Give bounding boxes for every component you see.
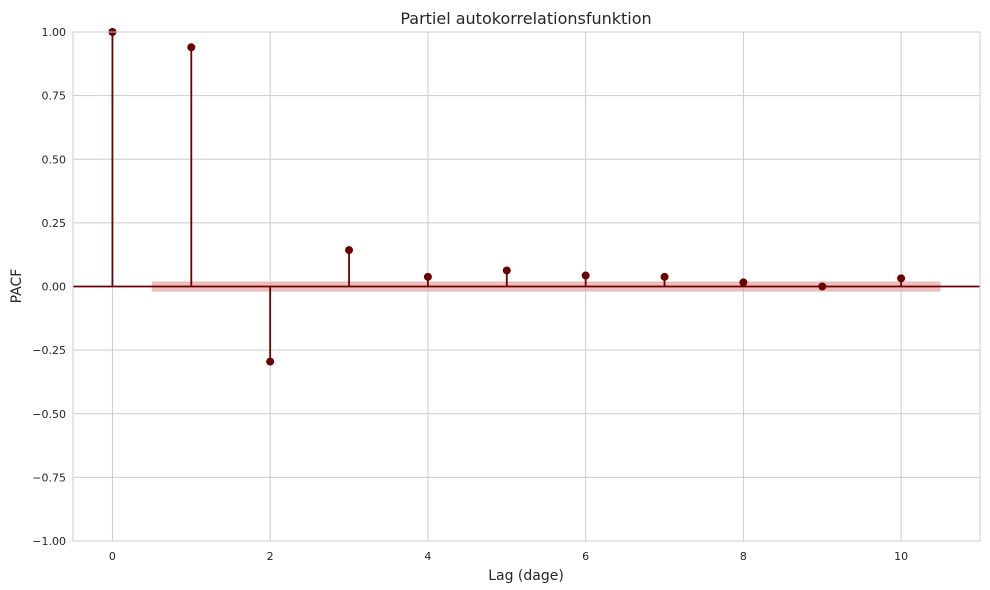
y-tick-label-0: −1.00 <box>32 535 66 548</box>
marker-lag-9 <box>818 282 827 291</box>
marker-lag-7 <box>660 272 669 281</box>
x-tick-label-0: 0 <box>109 550 116 563</box>
marker-lag-3 <box>345 246 354 255</box>
y-tick-label-2: −0.50 <box>32 408 66 421</box>
y-tick-labels: −1.00 −0.75 −0.50 −0.25 0.00 0.25 0.50 0.75 1.00 <box>32 26 66 548</box>
x-tick-label-1: 2 <box>267 550 274 563</box>
plot-frame <box>72 31 981 542</box>
y-tick-label-3: −0.25 <box>32 344 66 357</box>
y-axis-label: PACF <box>9 269 25 304</box>
marker-lag-8 <box>739 278 748 287</box>
x-axis-label: Lag (dage) <box>488 568 564 584</box>
y-tick-label-5: 0.25 <box>42 217 67 230</box>
markers <box>108 28 906 366</box>
y-tick-label-8: 1.00 <box>42 26 67 39</box>
marker-lag-1 <box>187 43 196 52</box>
y-tick-label-1: −0.75 <box>32 471 66 484</box>
marker-lag-2 <box>266 357 275 366</box>
x-tick-label-4: 8 <box>740 550 747 563</box>
x-tick-label-2: 4 <box>424 550 431 563</box>
x-tick-label-5: 10 <box>894 550 908 563</box>
marker-lag-4 <box>423 272 432 281</box>
x-tick-labels: 0 2 4 6 8 10 <box>109 550 908 563</box>
y-tick-label-4: 0.00 <box>42 281 67 294</box>
x-tick-label-3: 6 <box>582 550 589 563</box>
y-tick-label-7: 0.75 <box>42 90 67 103</box>
marker-lag-5 <box>502 266 511 275</box>
y-tick-label-6: 0.50 <box>42 153 67 166</box>
marker-lag-10 <box>897 274 906 283</box>
chart-title: Partiel autokorrelationsfunktion <box>400 9 651 28</box>
marker-lag-6 <box>581 271 590 280</box>
